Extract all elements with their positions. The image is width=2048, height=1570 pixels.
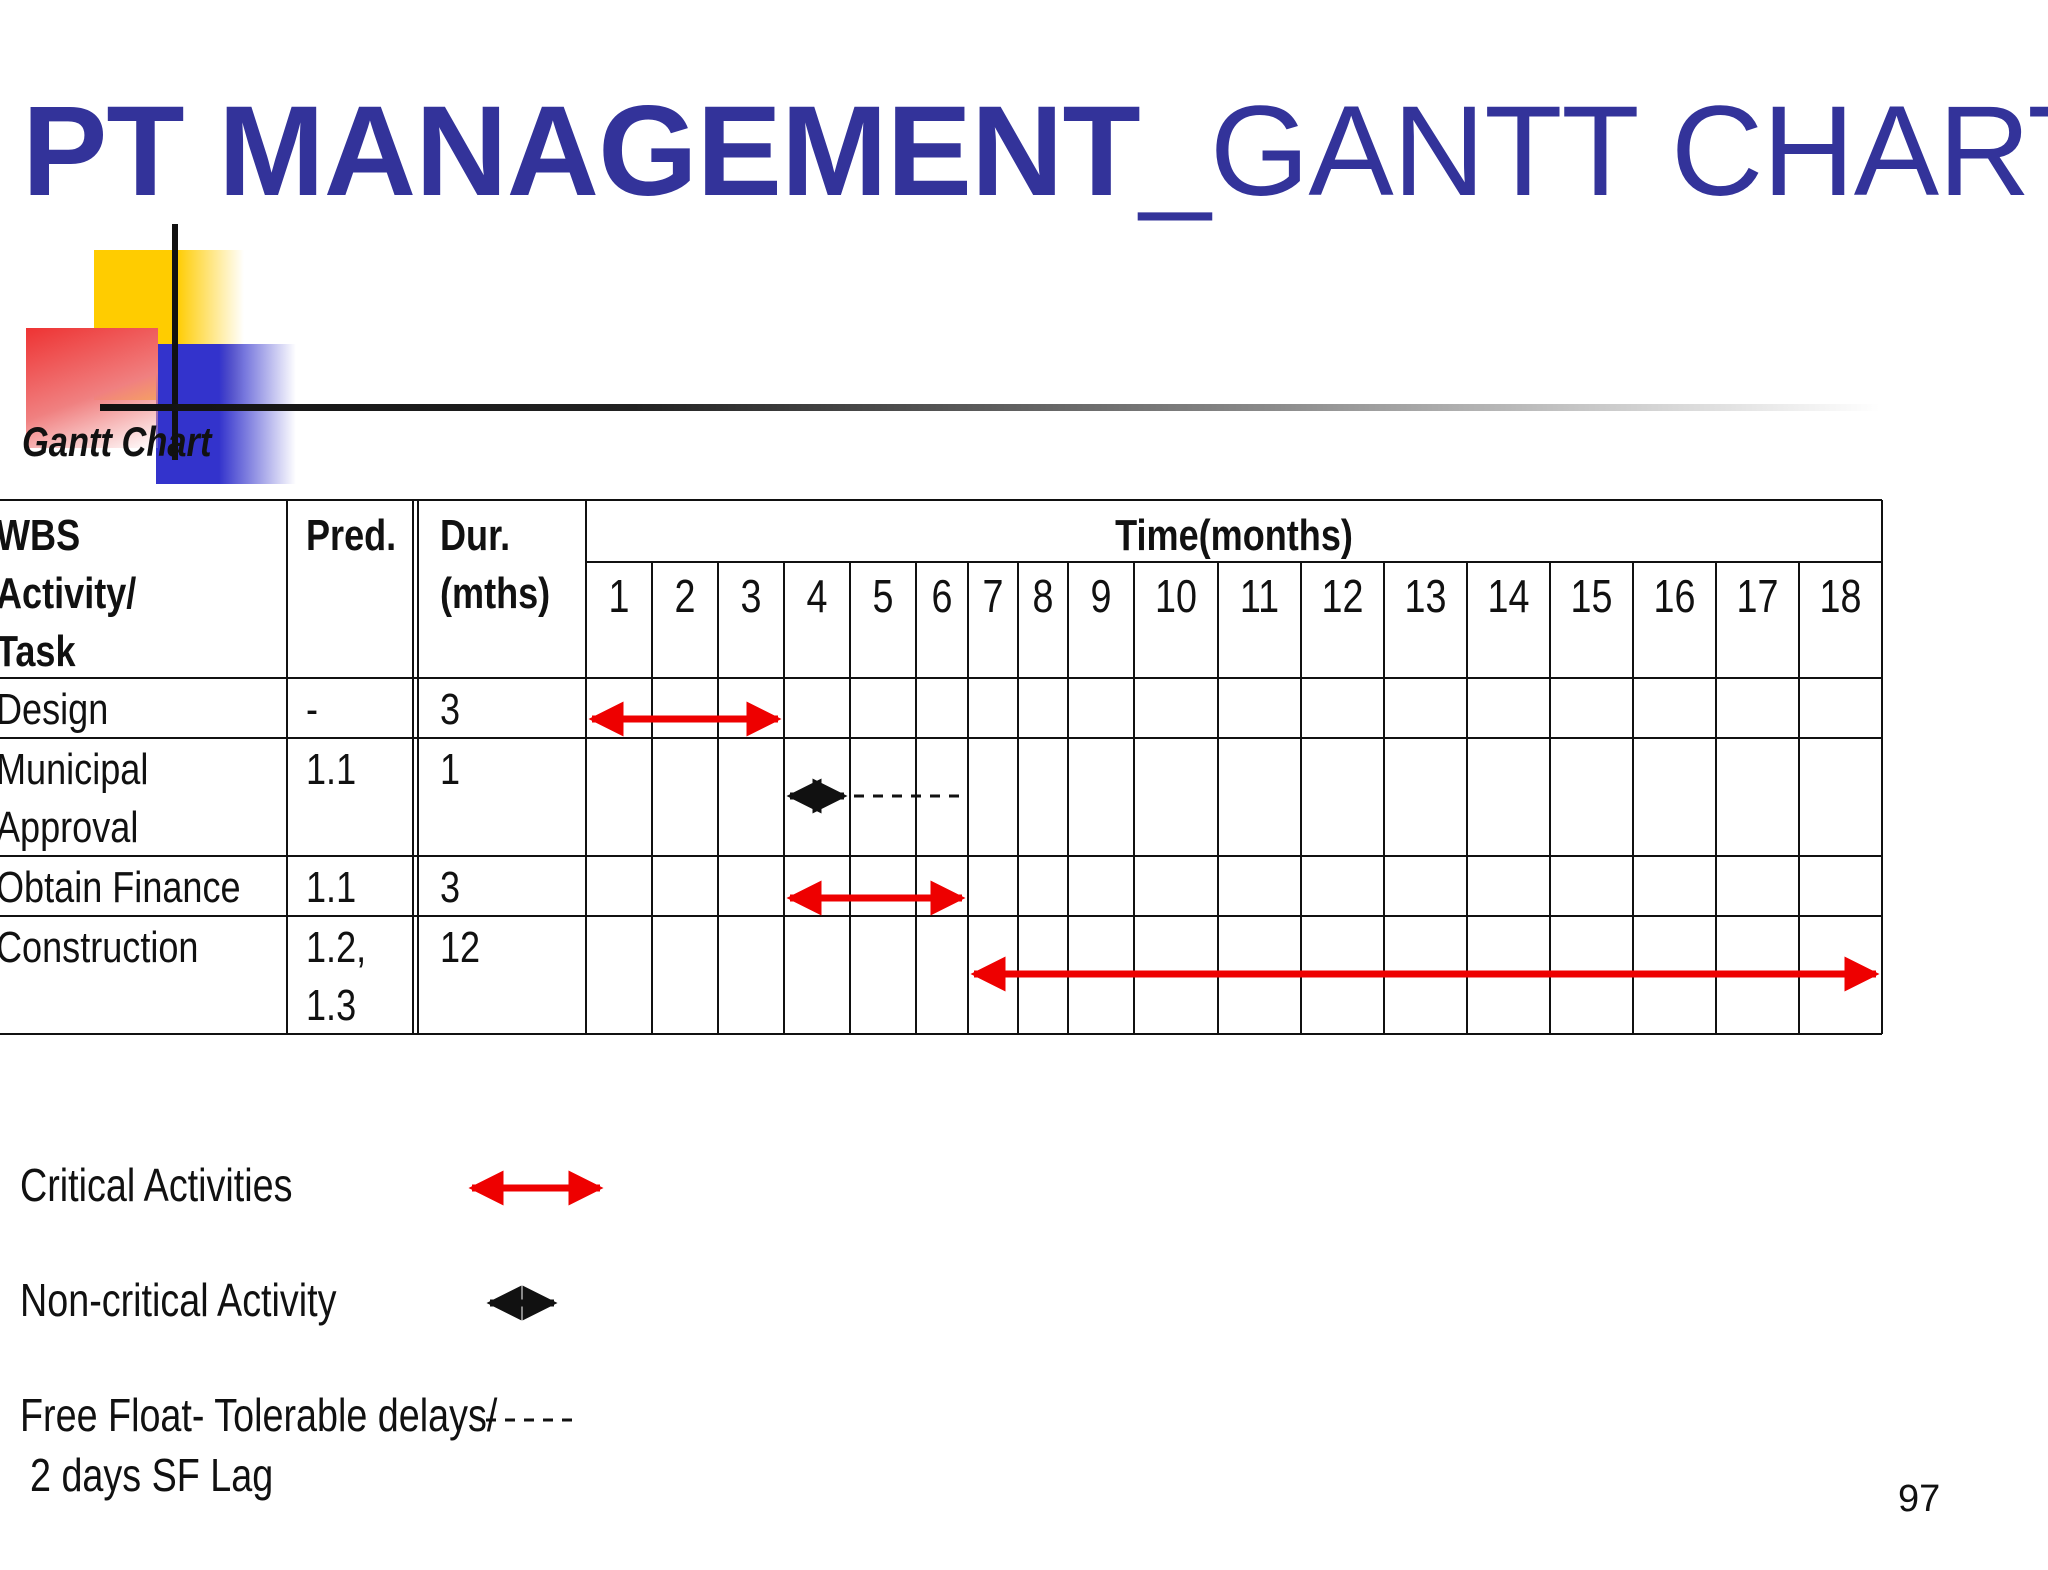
month-label: 9: [1091, 570, 1112, 621]
task-name: Construction: [0, 923, 198, 972]
gantt-rows: Design - 3 Municipal Approval 1.1 1 Obtain Fina…: [0, 685, 480, 1030]
task-duration: 3: [440, 685, 460, 734]
gantt-bars: [588, 701, 1880, 992]
month-label: 7: [983, 570, 1004, 621]
header-wbs-line: Task: [0, 627, 76, 676]
task-pred: 1.1: [306, 745, 356, 794]
title-part-2: _GANTT CHART: [1139, 80, 2048, 223]
header-wbs-line: Activity/: [0, 569, 136, 618]
header-time: Time(months): [1115, 511, 1353, 560]
header-pred: Pred.: [306, 511, 396, 560]
month-label: 13: [1405, 570, 1447, 621]
task-duration: 3: [440, 863, 460, 912]
month-label: 18: [1820, 570, 1862, 621]
task-duration: 12: [440, 923, 480, 972]
month-label: 12: [1322, 570, 1364, 621]
month-label: 3: [741, 570, 762, 621]
task-name: Municipal: [0, 745, 148, 794]
title-part-1: PT MANAGEMENT: [22, 80, 1141, 223]
gantt-header: WBS Activity/Task Pred. Dur. (mths) Time(mont…: [0, 511, 1861, 676]
legend-label-critical: Critical Activities: [20, 1159, 293, 1211]
header-wbs-line: WBS: [0, 511, 80, 560]
gantt-grid: [0, 499, 1883, 1035]
month-label: 8: [1033, 570, 1054, 621]
month-label: 6: [932, 570, 953, 621]
gantt-chart: WBS Activity/Task Pred. Dur. (mths) Time(mont…: [0, 499, 1883, 1035]
header-dur: Dur.: [440, 511, 510, 560]
month-label: 10: [1155, 570, 1197, 621]
legend-label-float: Free Float- Tolerable delays/: [20, 1389, 498, 1441]
decorative-squares: [0, 220, 1900, 484]
month-label: 14: [1488, 570, 1530, 621]
task-duration: 1: [440, 745, 460, 794]
slide-title: PT MANAGEMENT_GANTT CHART: [22, 88, 2048, 216]
task-pred: 1.2,: [306, 923, 366, 972]
task-name: Design: [0, 685, 108, 734]
legend-symbols: [468, 1170, 604, 1422]
month-label: 5: [873, 570, 894, 621]
subtitle: Gantt Chart: [22, 418, 212, 465]
page-number: 97: [1898, 1478, 1941, 1520]
horizontal-rule-decoration: [100, 404, 1880, 411]
legend-label-float-line-2: 2 days SF Lag: [30, 1449, 274, 1501]
month-label: 17: [1737, 570, 1779, 621]
red-square-decoration: [26, 328, 158, 448]
month-label: 4: [807, 570, 828, 621]
month-label: 2: [675, 570, 696, 621]
month-label: 11: [1240, 570, 1279, 621]
task-name: Obtain Finance: [0, 863, 241, 912]
blue-square-decoration: [156, 344, 296, 484]
task-pred: 1.3: [306, 981, 356, 1030]
header-dur-unit: (mths): [440, 569, 550, 618]
vertical-rule-decoration: [172, 224, 178, 460]
task-pred: 1.1: [306, 863, 356, 912]
month-label: 16: [1654, 570, 1696, 621]
task-pred: -: [306, 685, 318, 734]
month-label: 1: [609, 570, 630, 621]
task-name: Approval: [0, 803, 138, 852]
month-label: 15: [1571, 570, 1613, 621]
legend-label-noncritical: Non-critical Activity: [20, 1274, 337, 1326]
